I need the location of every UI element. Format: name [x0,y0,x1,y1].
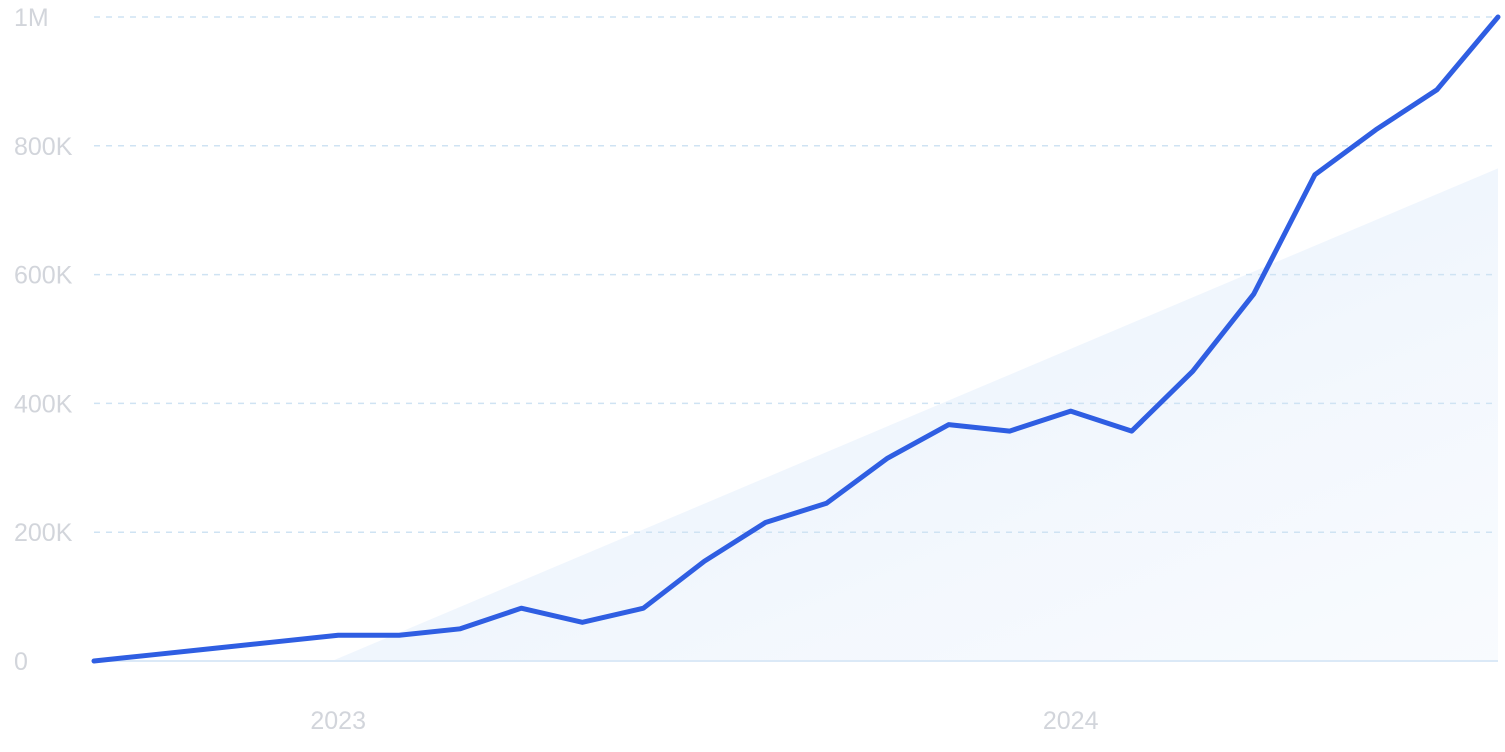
y-tick-label: 0 [14,648,28,676]
y-tick-label: 600K [14,262,73,290]
series-layer [91,14,1501,664]
grid-lines [94,16,1498,533]
trend-area [332,168,1498,661]
y-axis-ticks: 0 200K 400K 600K 800K 1M [14,4,73,676]
y-tick-label: 800K [14,133,73,161]
y-tick-label: 1M [14,4,49,32]
y-tick-label: 200K [14,519,73,547]
x-tick-label: 2024 [1043,707,1099,735]
series-line [91,14,1501,664]
x-tick-label: 2023 [310,707,366,735]
y-tick-label: 400K [14,390,73,418]
x-axis-ticks: 2023 2024 [310,707,1098,735]
